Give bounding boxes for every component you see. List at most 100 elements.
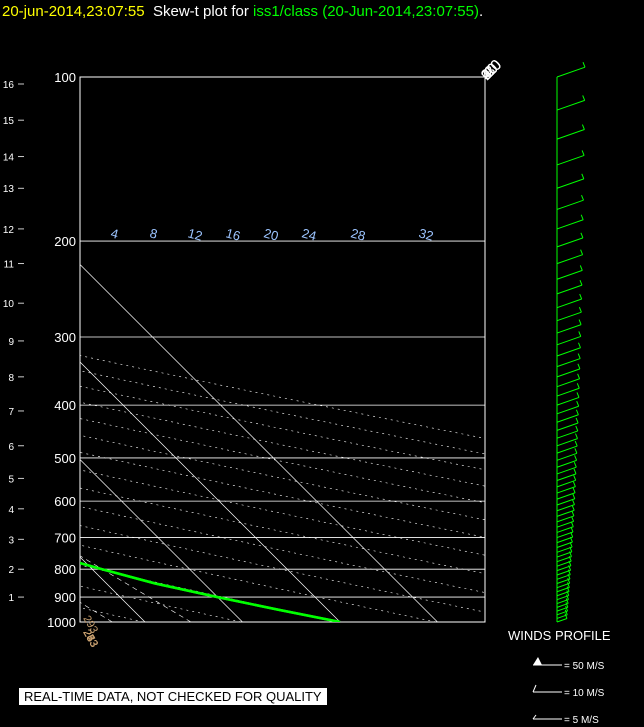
wind-barb: [556, 618, 568, 623]
wind-legend-label: = 50 M/S: [564, 661, 605, 672]
chart-title: 20-jun-2014,23:07:55 Skew-t plot for iss…: [2, 3, 483, 20]
height-km-tick-label: 9: [8, 337, 14, 348]
dry-adiabat-line: [80, 565, 339, 622]
wind-barb-flag: [582, 95, 586, 101]
wind-barb: [556, 546, 573, 553]
wind-barb: [556, 298, 582, 309]
wind-barb: [556, 438, 578, 447]
wind-barb: [556, 378, 580, 388]
title-source: iss1/class (20-Jun-2014,23:07:55): [253, 3, 479, 20]
wind-barb-flag: [572, 481, 576, 487]
wind-barb: [556, 269, 583, 280]
wind-barb-flag: [580, 249, 584, 255]
pressure-tick-label: 500: [54, 451, 76, 466]
wind-barb-flag: [578, 342, 581, 348]
wind-barb: [556, 129, 585, 140]
wind-barb-flag: [573, 475, 577, 481]
wind-barb-flag: [581, 150, 585, 156]
wind-barb: [556, 445, 578, 454]
pressure-tick-label: 200: [54, 234, 76, 249]
wind-barb: [556, 459, 577, 468]
wind-barb: [556, 509, 575, 517]
wind-legend-label: = 10 M/S: [564, 688, 605, 699]
wind-barb: [556, 560, 572, 567]
wind-barb: [556, 486, 576, 494]
wind-barb-flag: [580, 214, 584, 220]
wind-barb: [556, 99, 585, 111]
title-text: Skew-t plot for: [152, 3, 249, 20]
height-km-tick-label: 2: [8, 565, 14, 576]
wind-barb: [556, 504, 575, 512]
wind-barb-flag: [564, 609, 568, 616]
wind-barb: [556, 492, 576, 500]
wind-barb: [556, 473, 577, 481]
wind-barb: [556, 324, 582, 334]
wind-barb: [556, 405, 579, 415]
pressure-tick-label: 900: [54, 590, 76, 605]
pressure-tick-label: 800: [54, 562, 76, 577]
height-km-tick-label: 8: [8, 373, 14, 384]
wind-barb-flag: [575, 425, 579, 432]
wind-barb-flag: [579, 293, 583, 300]
height-km-tick-label: 7: [8, 407, 14, 418]
wind-legend-label: = 5 M/S: [564, 715, 599, 726]
wind-barb-flag: [573, 462, 577, 468]
wind-barb-flag: [569, 536, 573, 543]
wind-barb-flag: [565, 602, 569, 608]
wind-barb-flag: [564, 613, 568, 619]
isotherm-line: [80, 264, 438, 622]
wind-barb: [556, 556, 572, 563]
wind-barb-flag: [565, 605, 569, 612]
wind-barb: [556, 335, 581, 346]
wind-barb: [556, 254, 583, 265]
wind-barb-flag: [572, 493, 576, 499]
title-timestamp: 20-jun-2014,23:07:55: [2, 3, 145, 20]
pressure-tick-label: 100: [54, 70, 76, 85]
wind-barb-flag: [575, 433, 578, 439]
wind-barb-flag: [567, 573, 571, 580]
wind-barb: [556, 414, 579, 423]
wind-barb: [556, 541, 573, 548]
wind-barb-flag: [571, 510, 575, 517]
wind-barb-flag: [566, 590, 570, 596]
wind-barb-flag: [569, 541, 573, 548]
theta-e-label: 12: [186, 225, 204, 243]
height-km-tick-label: 3: [8, 535, 14, 546]
wind-barb-flag: [580, 232, 584, 239]
wind-barb-flag: [581, 194, 584, 201]
wind-barb-flag: [574, 448, 578, 454]
theta-e-label: 28: [349, 225, 367, 243]
wind-barb: [556, 551, 572, 558]
wind-barb-flag: [576, 401, 580, 407]
height-km-tick-label: 1: [8, 593, 14, 604]
dry-adiabat-line: [80, 506, 485, 593]
wind-barb: [556, 368, 581, 378]
wind-barb-flag: [577, 363, 581, 370]
wind-barb-flag: [569, 551, 572, 557]
wind-barb-flag: [572, 499, 575, 505]
wind-barb-flag: [577, 353, 581, 359]
wind-barb: [556, 498, 575, 506]
wind-barb-flag: [571, 516, 575, 522]
wind-barb-flag: [575, 417, 579, 424]
theta-e-label: 4: [109, 225, 120, 241]
wind-barb: [556, 520, 574, 528]
wind-legend-pennant: [533, 657, 542, 665]
wind-barb-flag: [581, 124, 585, 130]
wind-barb-flag: [582, 62, 586, 68]
wind-barb: [556, 66, 586, 78]
mixing-ratio-line: [80, 555, 192, 622]
pressure-tick-label: 600: [54, 494, 76, 509]
wind-barb-flag: [581, 173, 585, 180]
wind-barb-flag: [575, 409, 579, 415]
theta-e-label: 24: [300, 225, 318, 243]
theta-e-label: 8: [148, 225, 159, 241]
wind-barb-flag: [570, 521, 574, 527]
wind-barb-flag: [577, 373, 581, 379]
wind-barb: [556, 396, 580, 406]
wind-barb-flag: [573, 468, 577, 475]
wind-barb-flag: [579, 279, 583, 286]
wind-barb: [556, 452, 578, 461]
wind-barb: [556, 347, 581, 357]
